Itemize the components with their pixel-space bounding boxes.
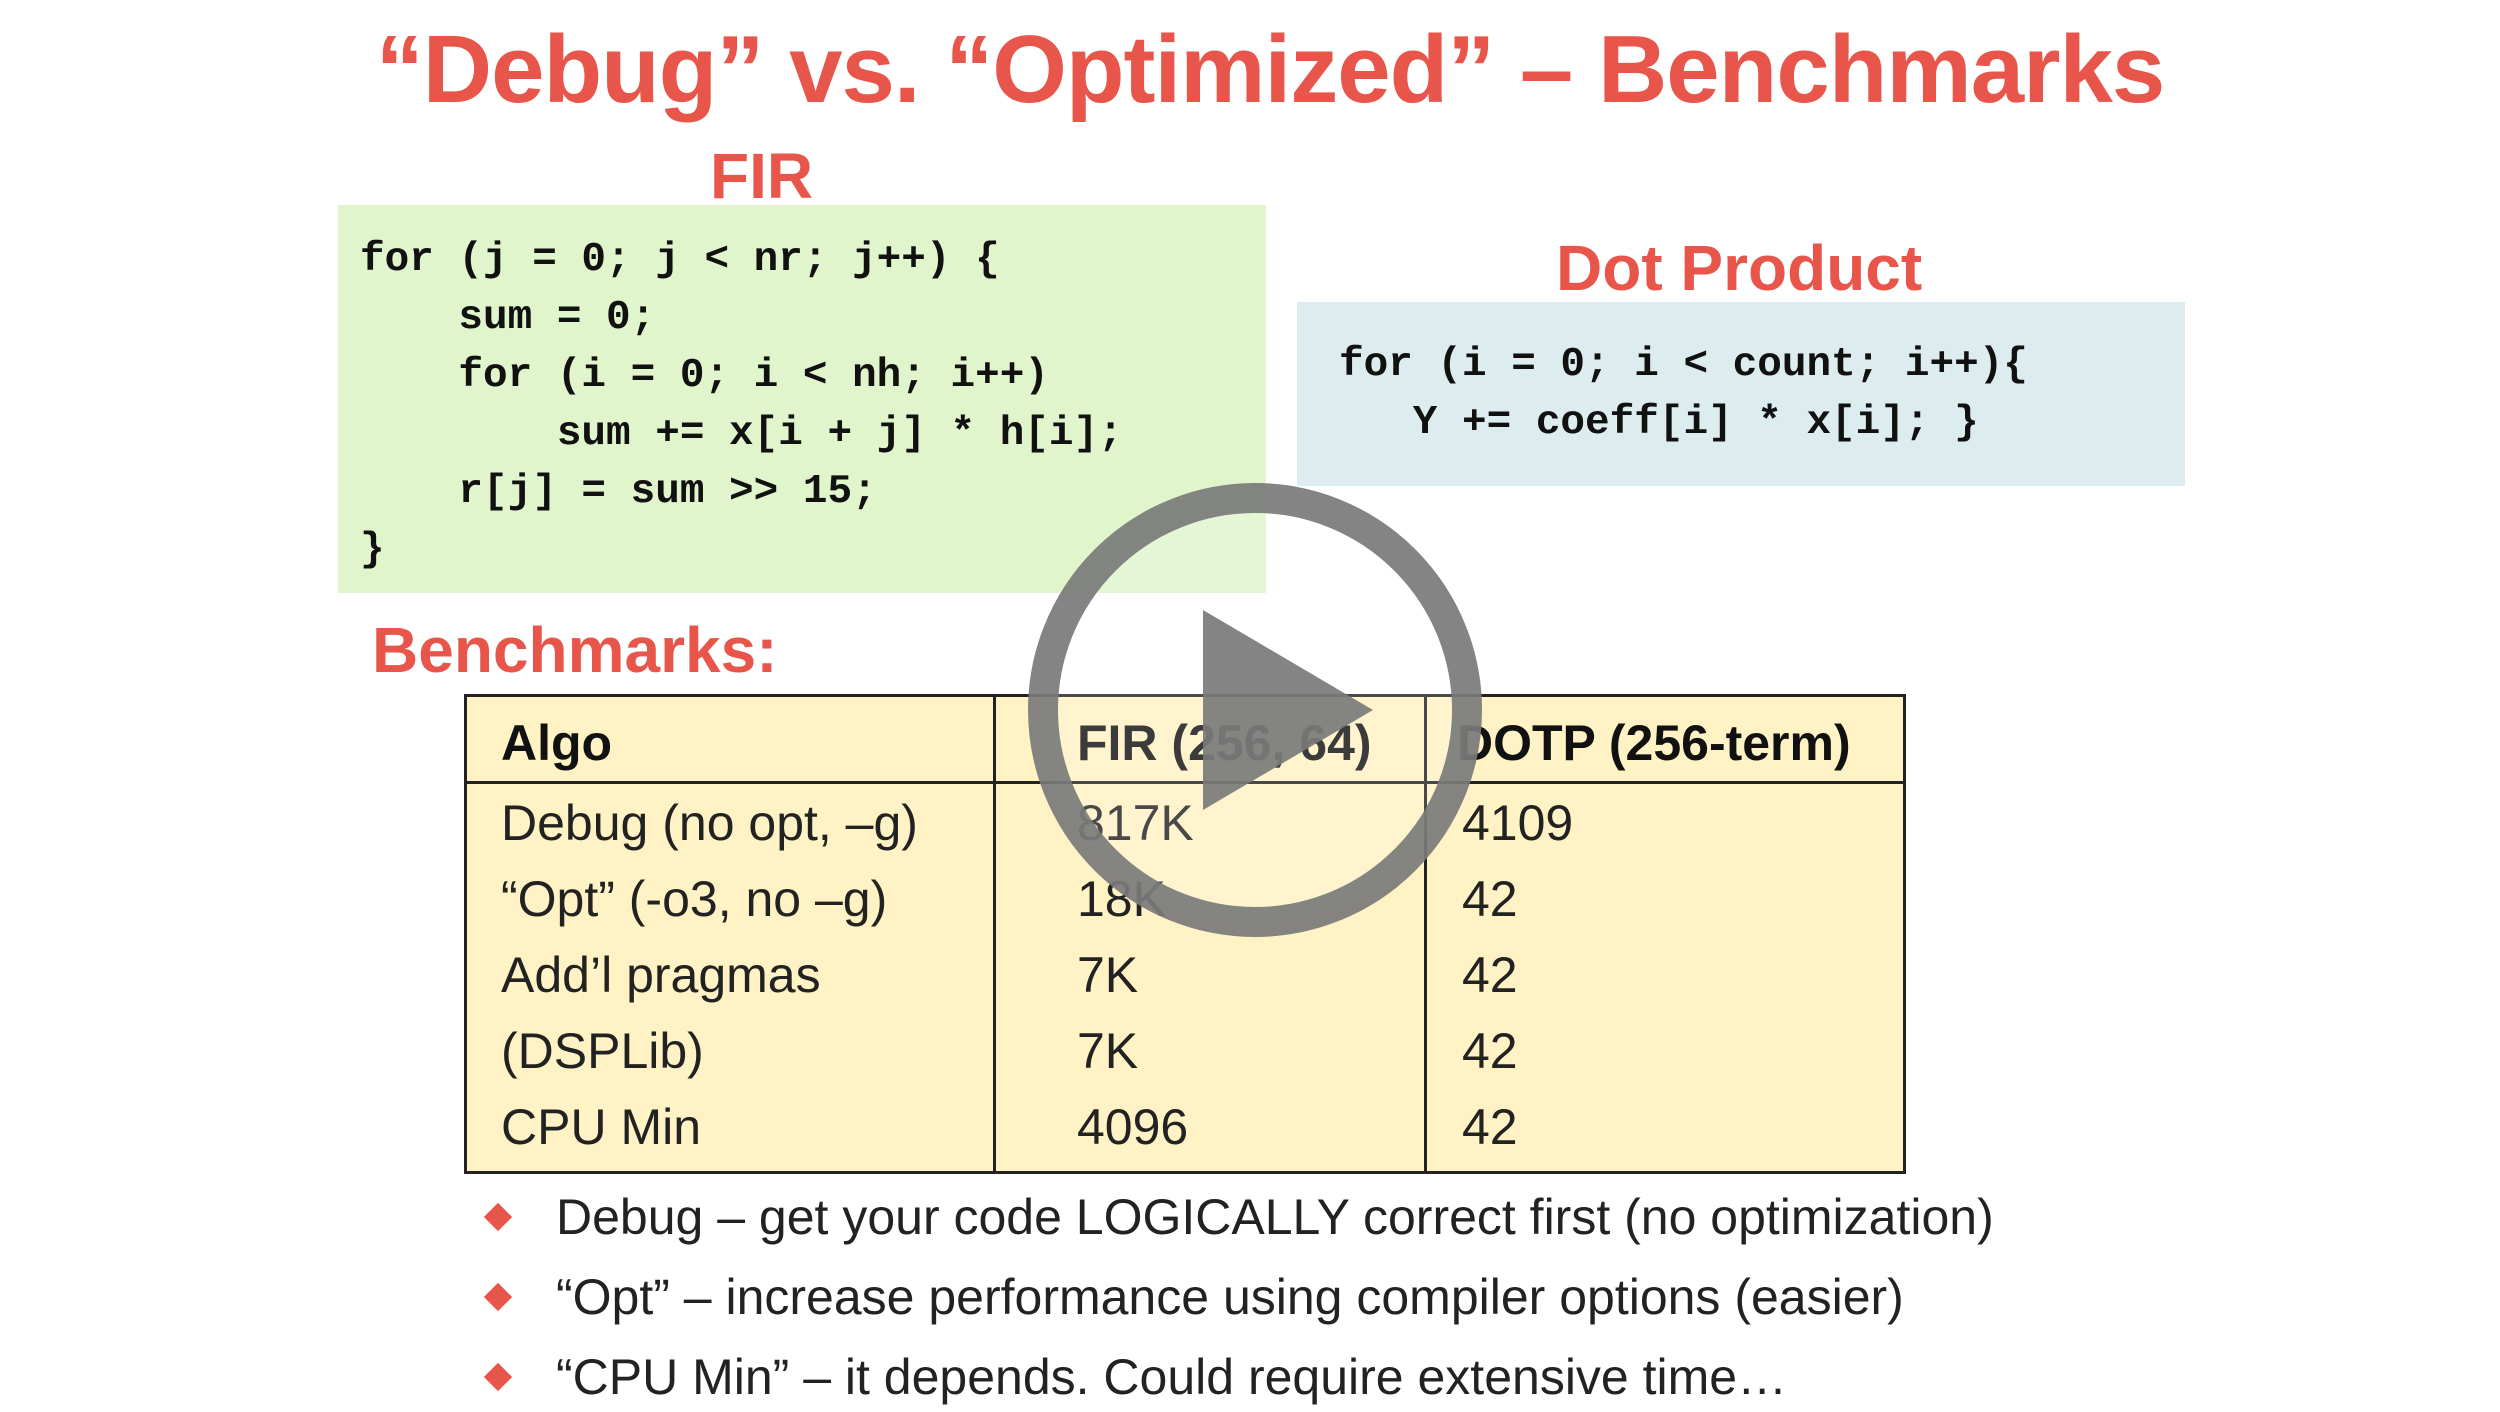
table-cell-dotp: 42 xyxy=(1462,871,1518,927)
code-line: sum = 0; xyxy=(360,295,656,341)
table-column-divider xyxy=(1424,697,1427,1171)
fir-code-block: for (j = 0; j < nr; j++) { sum = 0; for … xyxy=(338,205,1266,593)
code-line: sum += x[i + j] * h[i]; xyxy=(360,411,1123,457)
diamond-bullet-icon xyxy=(483,1282,513,1312)
benchmark-table: Algo FIR (256, 64) DOTP (256-term) Debug… xyxy=(464,694,1906,1174)
code-line: Y += coeff[i] * x[i]; } xyxy=(1339,400,1979,446)
table-column-divider xyxy=(993,697,996,1171)
table-cell-algo: Debug (no opt, –g) xyxy=(501,795,918,851)
bullet-text: Debug – get your code LOGICALLY correct … xyxy=(556,1189,1994,1245)
play-icon[interactable] xyxy=(1025,480,1485,940)
table-cell-fir: 4096 xyxy=(1077,1099,1189,1155)
fir-heading: FIR xyxy=(710,140,814,212)
code-line: for (i = 0; i < count; i++){ xyxy=(1339,342,2028,388)
table-cell-algo: “Opt” (-o3, no –g) xyxy=(501,871,888,927)
table-cell-fir: 7K xyxy=(1077,947,1139,1003)
benchmarks-heading: Benchmarks: xyxy=(372,614,778,686)
diamond-bullet-icon xyxy=(483,1362,513,1392)
bullet-text: “CPU Min” – it depends. Could require ex… xyxy=(556,1349,1788,1405)
table-cell-dotp: 42 xyxy=(1462,1023,1518,1079)
slide-title: “Debug” vs. “Optimized” – Benchmarks xyxy=(375,16,2165,123)
table-header-dotp: DOTP (256-term) xyxy=(1457,715,1851,771)
table-cell-fir: 7K xyxy=(1077,1023,1139,1079)
table-header-algo: Algo xyxy=(501,715,613,771)
table-cell-algo: Add’l pragmas xyxy=(501,947,821,1003)
table-header-divider xyxy=(467,781,1903,784)
code-line: for (j = 0; j < nr; j++) { xyxy=(360,237,1000,283)
diamond-bullet-icon xyxy=(483,1202,513,1232)
code-line: } xyxy=(360,527,385,573)
table-cell-dotp: 42 xyxy=(1462,1099,1518,1155)
table-cell-algo: CPU Min xyxy=(501,1099,702,1155)
table-cell-dotp: 42 xyxy=(1462,947,1518,1003)
video-play-button[interactable] xyxy=(1025,480,1485,940)
table-cell-algo: (DSPLib) xyxy=(501,1023,704,1079)
dot-product-code-block: for (i = 0; i < count; i++){ Y += coeff[… xyxy=(1297,302,2185,486)
table-cell-dotp: 4109 xyxy=(1462,795,1574,851)
dot-product-heading: Dot Product xyxy=(1556,232,1923,304)
code-line: r[j] = sum >> 15; xyxy=(360,469,877,515)
bullet-text: “Opt” – increase performance using compi… xyxy=(556,1269,1904,1325)
code-line: for (i = 0; i < nh; i++) xyxy=(360,353,1049,399)
